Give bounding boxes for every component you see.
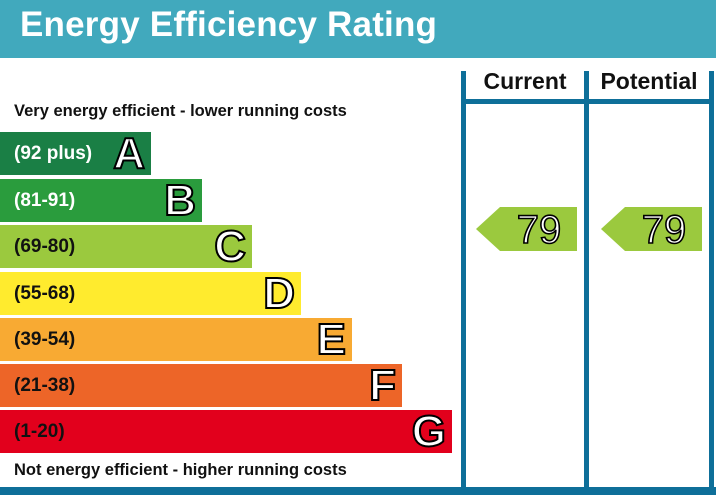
- band-letter: G: [411, 406, 447, 457]
- bottom-caption: Not energy efficient - higher running co…: [14, 461, 347, 479]
- current-arrow-shape: [476, 207, 577, 251]
- page-title: Energy Efficiency Rating: [20, 5, 438, 44]
- rating-band-e: (39-54) E: [0, 314, 352, 365]
- band-range-label: (21-38): [14, 375, 76, 396]
- column-header-current: Current: [483, 68, 567, 94]
- potential-rating-value: 79: [641, 207, 687, 253]
- band-range-label: (69-80): [14, 236, 76, 257]
- band-letter: D: [262, 268, 296, 319]
- rating-band-f: (21-38) F: [0, 360, 402, 411]
- current-rating-arrow: 79: [476, 207, 577, 253]
- band-letter: F: [368, 360, 397, 411]
- band-range-label: (39-54): [14, 329, 76, 350]
- rating-band-d: (55-68) D: [0, 268, 301, 319]
- frame-header-rule: [461, 99, 714, 104]
- band-letter: B: [163, 175, 197, 226]
- rating-band-b: (81-91) B: [0, 175, 202, 226]
- frame-middle-divider: [584, 71, 589, 495]
- rating-band-a: (92 plus) A: [0, 128, 151, 179]
- top-caption: Very energy efficient - lower running co…: [14, 102, 347, 120]
- header-bar: Energy Efficiency Rating: [0, 0, 716, 58]
- band-letter: E: [316, 314, 347, 365]
- band-range-label: (55-68): [14, 283, 76, 304]
- potential-rating-arrow: 79: [601, 207, 702, 253]
- band-letter: A: [112, 128, 146, 179]
- potential-arrow-shape: [601, 207, 702, 251]
- rating-band-g: (1-20) G: [0, 406, 452, 457]
- band-range-label: (81-91): [14, 190, 76, 211]
- current-rating-value: 79: [516, 207, 562, 253]
- column-header-potential: Potential: [600, 68, 698, 94]
- band-range-label: (92 plus): [14, 143, 93, 164]
- frame-right-divider: [709, 71, 714, 495]
- frame-bottom-rule: [0, 487, 716, 495]
- band-letter: C: [213, 221, 247, 272]
- frame-left-divider: [461, 71, 466, 495]
- band-range-label: (1-20): [14, 421, 65, 442]
- rating-band-c: (69-80) C: [0, 221, 252, 272]
